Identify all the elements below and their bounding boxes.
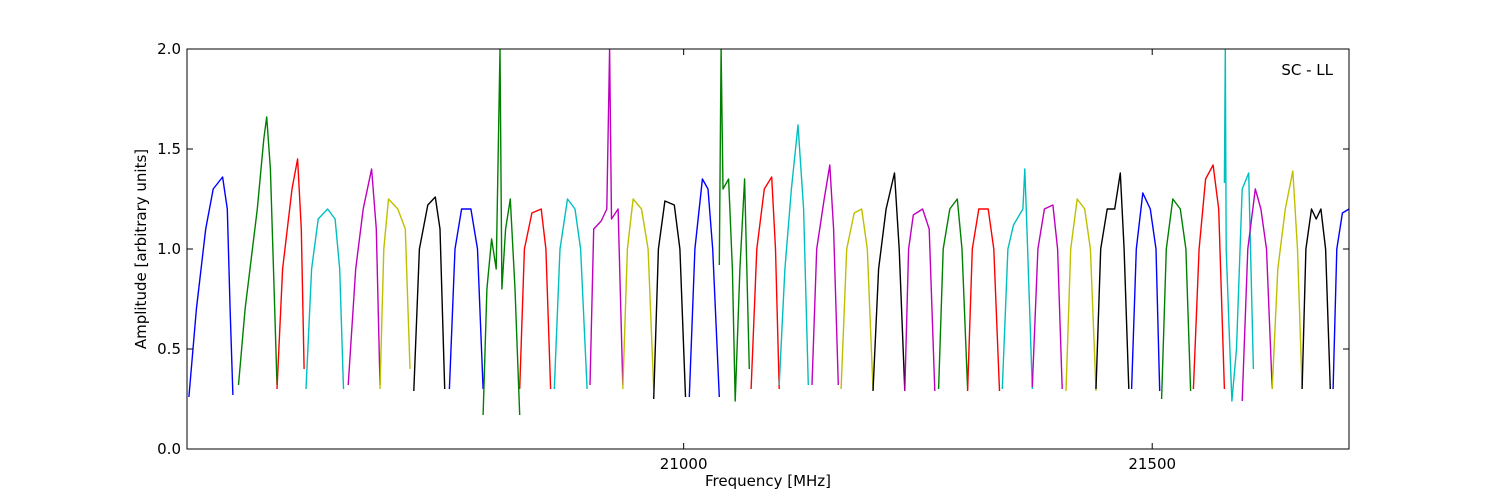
- series-line-35: [1332, 208, 1349, 390]
- series-line-18: [811, 164, 839, 386]
- y-tick-label: 0.5: [157, 340, 181, 358]
- series-line-6: [413, 196, 446, 392]
- series-line-4: [347, 168, 381, 386]
- series-line-31: [1223, 49, 1255, 402]
- x-tick-label: 21000: [660, 455, 708, 473]
- series-line-7: [448, 208, 484, 390]
- series-line-33: [1271, 170, 1303, 390]
- plot-area-frame: [186, 48, 1350, 450]
- series-line-19: [840, 208, 874, 390]
- series-line-0: [188, 176, 234, 398]
- series-line-20: [872, 172, 906, 392]
- series-line-34: [1301, 208, 1331, 390]
- series-line-11: [589, 49, 624, 386]
- series-line-5: [379, 198, 411, 390]
- series-line-24: [1001, 168, 1033, 390]
- y-tick-label: 2.0: [157, 40, 181, 58]
- y-tick-label: 1.0: [157, 240, 181, 258]
- series-line-15: [718, 49, 750, 402]
- y-tick-label: 0.0: [157, 440, 181, 458]
- series-line-30: [1192, 164, 1226, 390]
- series-line-25: [1031, 204, 1063, 390]
- series-line-21: [904, 208, 936, 392]
- series-line-3: [305, 208, 345, 390]
- series-line-28: [1130, 192, 1161, 392]
- series-line-26: [1065, 198, 1097, 392]
- series-line-14: [688, 178, 720, 398]
- series-line-27: [1095, 172, 1130, 390]
- x-axis-label: Frequency [MHz]: [705, 472, 831, 490]
- series-line-9: [519, 208, 552, 390]
- series-line-1: [237, 116, 278, 386]
- x-tick-label: 21500: [1128, 455, 1176, 473]
- series-layer: [188, 49, 1349, 416]
- series-line-29: [1160, 198, 1192, 400]
- series-line-17: [778, 124, 809, 386]
- y-tick-label: 1.5: [157, 140, 181, 158]
- series-line-23: [966, 208, 1001, 392]
- annotation-label: SC - LL: [1281, 61, 1333, 79]
- ticks-layer: 2100021500220000.00.51.01.52.0: [157, 40, 1349, 473]
- series-line-2: [276, 158, 305, 390]
- series-line-8: [482, 49, 521, 416]
- series-line-12: [622, 198, 655, 390]
- y-axis-label: Amplitude [arbitrary units]: [132, 149, 150, 349]
- series-line-16: [750, 176, 780, 390]
- series-line-13: [653, 200, 687, 400]
- series-line-10: [553, 198, 588, 390]
- series-line-22: [937, 198, 969, 390]
- series-line-32: [1241, 188, 1273, 402]
